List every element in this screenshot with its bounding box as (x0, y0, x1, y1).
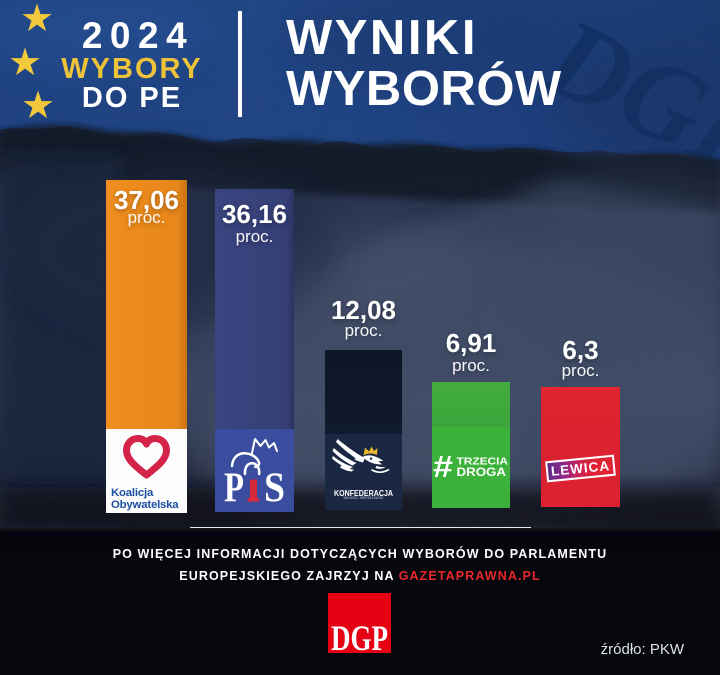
svg-text:DROGA: DROGA (457, 466, 507, 479)
svg-text:Koalicja: Koalicja (111, 487, 154, 499)
svg-text:Obywatelska: Obywatelska (111, 499, 179, 511)
svg-text:KONFEDERACJA: KONFEDERACJA (334, 488, 393, 498)
svg-text:WOLNOŚĆ I NIEPODLEGŁOŚĆ: WOLNOŚĆ I NIEPODLEGŁOŚĆ (344, 495, 385, 500)
svg-text:#: # (433, 449, 453, 484)
svg-text:P: P (224, 466, 244, 512)
svg-text:DGP: DGP (331, 618, 388, 653)
svg-text:S: S (264, 466, 285, 512)
svg-text:TRZECIA: TRZECIA (457, 456, 509, 467)
